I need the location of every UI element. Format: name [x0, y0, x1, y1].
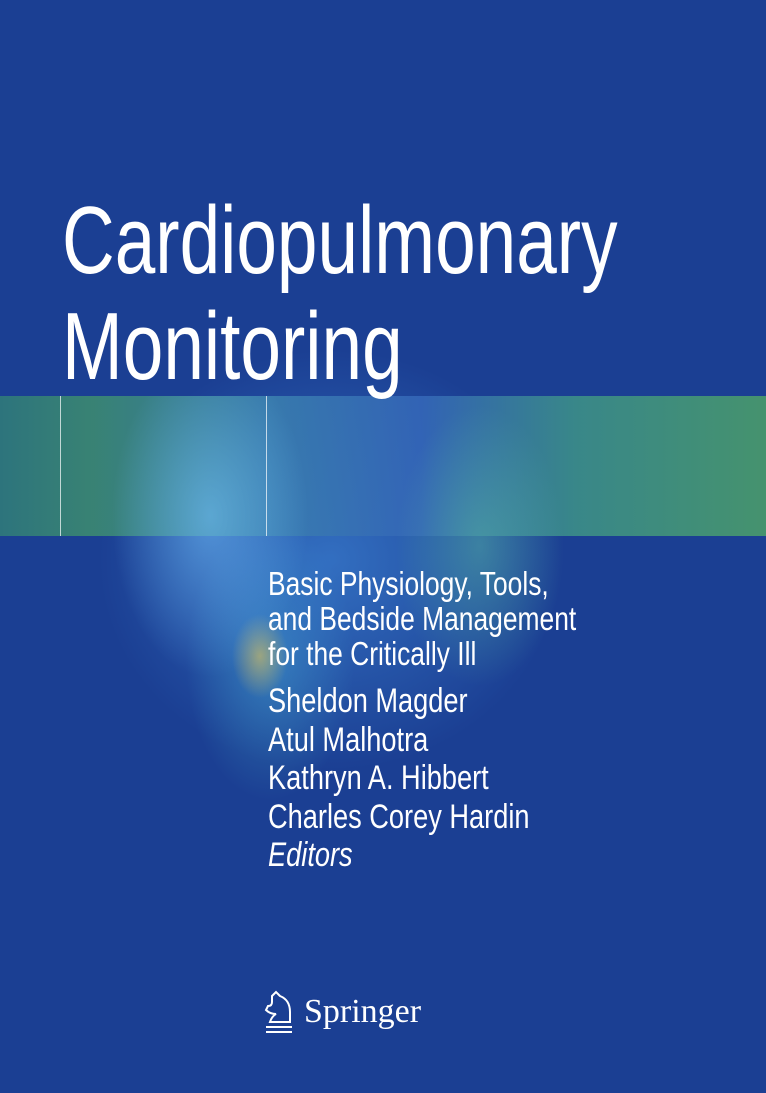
editors-list: Sheldon Magder Atul Malhotra Kathryn A. … [268, 682, 530, 875]
editor-name: Atul Malhotra [268, 720, 429, 759]
springer-knight-icon [264, 990, 292, 1033]
publisher-name: Springer [304, 993, 422, 1030]
cover-illustration [60, 396, 620, 816]
subtitle-line: for the Critically Ill [268, 635, 477, 672]
editors-label: Editors [268, 836, 353, 874]
editor-name: Sheldon Magder [268, 682, 468, 720]
book-title: Cardiopulmonary Monitoring [62, 188, 618, 400]
title-line: Monitoring [62, 293, 403, 400]
divider-line [60, 396, 61, 536]
title-line: Cardiopulmonary [62, 187, 618, 294]
editor-name: Charles Corey Hardin [268, 797, 530, 836]
book-subtitle: Basic Physiology, Tools, and Bedside Man… [268, 566, 576, 671]
subtitle-line: Basic Physiology, Tools, [268, 565, 549, 602]
publisher-logo: Springer [262, 990, 421, 1034]
editor-name: Kathryn A. Hibbert [268, 759, 489, 797]
subtitle-line: and Bedside Management [268, 600, 577, 637]
divider-line [266, 396, 267, 536]
